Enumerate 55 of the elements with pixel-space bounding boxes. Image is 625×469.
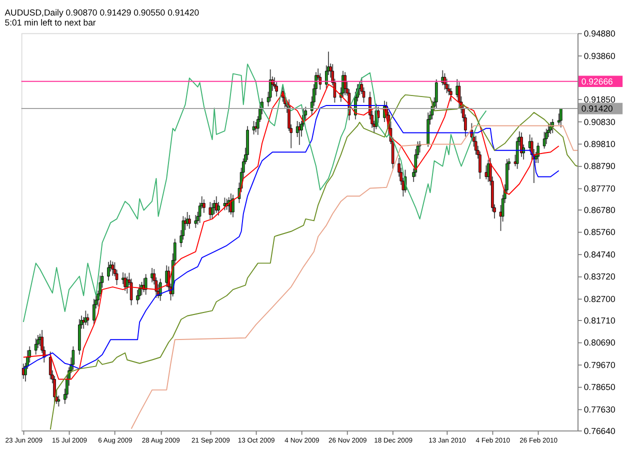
y-tick-label: 0.77630 — [584, 404, 616, 414]
y-tick-label: 0.89810 — [584, 138, 616, 149]
y-tick-label: 0.86780 — [584, 204, 616, 215]
y-tick-label: 0.93860 — [584, 50, 616, 61]
candlestick — [188, 214, 191, 230]
candlestick — [107, 261, 110, 282]
candlestick — [138, 284, 142, 300]
y-tick-label: 0.79670 — [584, 360, 616, 370]
candlestick — [275, 82, 278, 98]
candlestick — [158, 278, 162, 302]
candlestick — [111, 261, 114, 276]
y-tick-label: 0.78650 — [584, 382, 616, 392]
candlestick — [557, 113, 560, 126]
candlestick — [318, 72, 322, 90]
y-tick-label: 0.88790 — [584, 161, 616, 172]
y-tick-label: 0.84740 — [584, 249, 616, 260]
line-series — [130, 125, 578, 430]
candlestick — [202, 198, 206, 214]
candlestick — [434, 78, 438, 110]
ref-line-label: 0.92666 — [581, 76, 614, 86]
y-tick-label: 0.85760 — [584, 227, 616, 238]
candlestick — [72, 346, 75, 370]
candlestick — [86, 313, 90, 326]
y-tick-label: 0.94880 — [584, 28, 616, 39]
chart-subtitle: 5:01 min left to next bar — [4, 17, 96, 28]
candlestick — [542, 131, 546, 150]
candlestick — [194, 214, 198, 228]
candlestick — [450, 88, 452, 102]
y-tick-label: 0.80690 — [584, 338, 616, 348]
candlestick — [144, 274, 148, 296]
candlestick — [560, 108, 562, 128]
y-tick-label: 0.83720 — [584, 272, 616, 282]
candlestick — [48, 351, 52, 380]
candlestick — [536, 142, 540, 164]
candlestick — [551, 118, 554, 134]
candlestick — [549, 122, 552, 134]
candlestick — [232, 194, 234, 218]
ref-line-label: 0.91420 — [581, 103, 614, 114]
y-tick-label: 0.87770 — [584, 183, 616, 194]
line-series — [22, 64, 487, 322]
y-tick-label: 0.91850 — [584, 94, 616, 105]
candlestick — [57, 395, 60, 407]
candlestick — [34, 338, 38, 356]
chart-title: AUDUSD,Daily 0.90870 0.91429 0.90550 0.91420 — [4, 8, 200, 18]
candlestick — [344, 72, 346, 96]
y-tick-label: 0.81710 — [584, 315, 616, 326]
candlestick — [544, 128, 548, 145]
y-tick-label: 0.90830 — [584, 116, 616, 127]
candlestick — [92, 298, 96, 326]
candlestick — [474, 135, 478, 156]
line-series — [50, 94, 578, 430]
y-tick-label: 0.76640 — [584, 426, 616, 436]
candlestick — [208, 201, 212, 220]
y-tick-label: 0.82700 — [584, 294, 616, 304]
candlestick — [443, 72, 446, 90]
